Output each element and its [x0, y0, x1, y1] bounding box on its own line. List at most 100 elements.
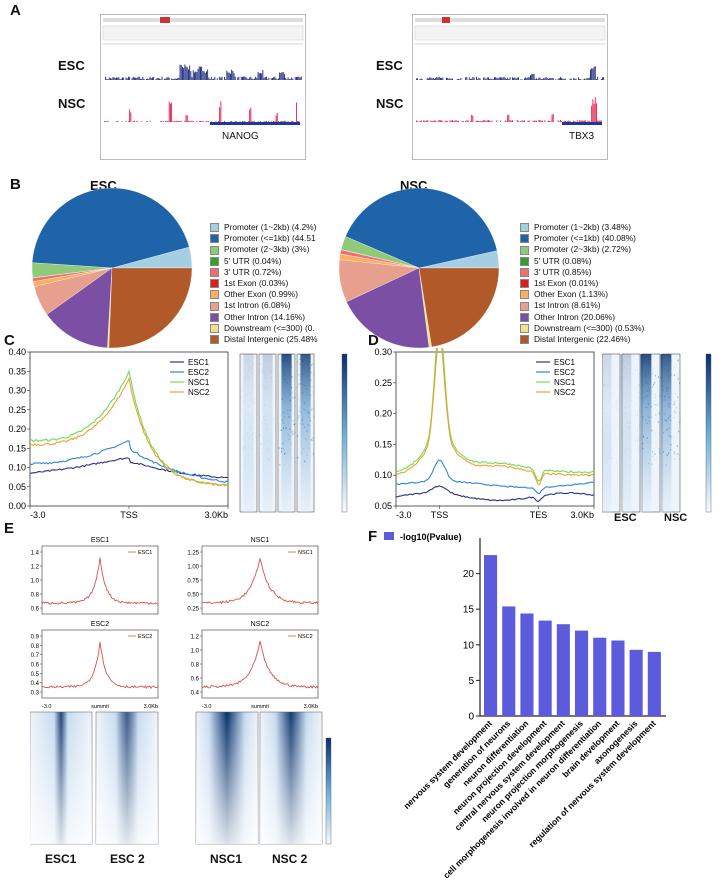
legend-swatch [210, 279, 219, 289]
signal-bar [186, 67, 188, 80]
signal-bar [279, 72, 281, 80]
heatmap-speck [611, 357, 612, 359]
heatmap-speck [261, 368, 263, 371]
heatmap-speck [266, 448, 267, 450]
heatmap-speck [619, 384, 620, 386]
heatmap-speck [250, 434, 252, 436]
heatmap-speck [669, 415, 671, 417]
signal-bar [502, 77, 504, 80]
signal-bar [172, 121, 174, 122]
y-tick-label: 0.30 [8, 386, 26, 396]
signal-bar [208, 77, 210, 80]
heatmap-speck [608, 374, 609, 376]
signal-bar [300, 76, 302, 80]
heatmap-speck [281, 419, 283, 421]
y-tick-label: 0.25 [187, 607, 199, 613]
bar [575, 630, 589, 716]
heatmap-fade [260, 712, 322, 844]
heatmap-speck [254, 432, 256, 435]
heatmap-speck [603, 412, 605, 415]
heatmap-speck [256, 444, 257, 446]
heatmap-speck [679, 412, 681, 414]
heatmap-speck [654, 399, 656, 402]
signal-bar [203, 121, 205, 122]
heatmap-fade [30, 712, 92, 844]
heatmap-speck [283, 371, 285, 373]
heatmap-speck [677, 378, 679, 380]
heatmap-speck [270, 376, 272, 379]
heatmap-speck [285, 363, 286, 365]
signal-bar [522, 120, 524, 122]
heatmap-speck [638, 439, 640, 441]
heatmap-speck [273, 457, 274, 459]
heatmap-speck [675, 392, 677, 394]
heatmap-speck [639, 409, 641, 412]
heatmap-speck [645, 406, 647, 409]
signal-bar [152, 77, 153, 80]
signal-bar [116, 121, 117, 122]
heatmap-speck [649, 441, 651, 444]
heatmap-speck [606, 416, 607, 418]
heatmap-speck [642, 391, 644, 393]
heatmap-speck [291, 435, 293, 437]
heatmap-speck [288, 362, 290, 365]
heatmap-speck [611, 450, 613, 452]
heatmap-speck [628, 415, 629, 417]
signal-bar [251, 121, 253, 122]
signal-bar [431, 78, 433, 80]
heatmap-speck [655, 420, 657, 423]
heatmap-speck [678, 382, 680, 384]
y-tick-label: 0.4 [31, 681, 40, 687]
legend-label: Other Intron (20.06%) [534, 311, 615, 322]
heatmap-speck [309, 417, 311, 419]
heatmap-speck [253, 398, 255, 400]
heatmap-speck [284, 378, 286, 380]
signal-bar [484, 77, 486, 80]
heatmap-speck [668, 379, 670, 381]
signal-bar [552, 113, 554, 122]
heatmap-speck [647, 361, 649, 364]
heatmap-speck [264, 386, 266, 388]
heatmap-speck [240, 373, 241, 375]
heatmap-speck [299, 430, 300, 432]
heatmap-speck [291, 365, 293, 368]
heatmap-speck [631, 457, 633, 459]
legend-label: 5' UTR (0.04%) [224, 255, 282, 266]
panel-label-e: E [4, 520, 15, 537]
signal-bar [270, 78, 272, 80]
signal-bar [576, 120, 578, 122]
heatmap-speck [673, 401, 675, 403]
heatmap-speck [643, 447, 644, 450]
heatmap-speck [294, 405, 296, 407]
signal-bar [268, 77, 270, 80]
heatmap-speck [262, 437, 264, 439]
signal-bar [263, 77, 265, 80]
signal-bar [137, 121, 139, 122]
heatmap-speck [276, 364, 277, 366]
legend-swatch [210, 223, 219, 233]
heatmap-speck [613, 386, 614, 389]
legend-swatch [520, 312, 529, 322]
heatmap-speck [629, 455, 631, 457]
signal-bar [137, 76, 139, 80]
signal-bar [290, 79, 291, 80]
heatmap-speck [629, 355, 630, 358]
heatmap-speck [306, 430, 308, 432]
heatmap-speck [306, 447, 308, 449]
signal-bar [544, 78, 546, 80]
heatmap-speck [668, 406, 670, 408]
heatmap-speck [646, 422, 648, 425]
signal-bar [588, 121, 590, 122]
summit-plot-nsc1: NSC1 0.25 0.50 0.75 1.00 1.25 NSC1 [187, 537, 319, 615]
heatmap-speck [254, 354, 256, 356]
heatmap-speck [671, 374, 673, 376]
heatmap-speck [263, 374, 264, 376]
signal-bar [560, 120, 561, 122]
signal-bar [197, 68, 199, 80]
heatmap-speck [648, 363, 649, 365]
heatmap-speck [654, 432, 656, 435]
heatmap-speck [280, 410, 281, 412]
y-tick-label: 1.25 [187, 551, 199, 557]
legend-swatch [520, 267, 529, 277]
signal-bar [435, 78, 437, 80]
